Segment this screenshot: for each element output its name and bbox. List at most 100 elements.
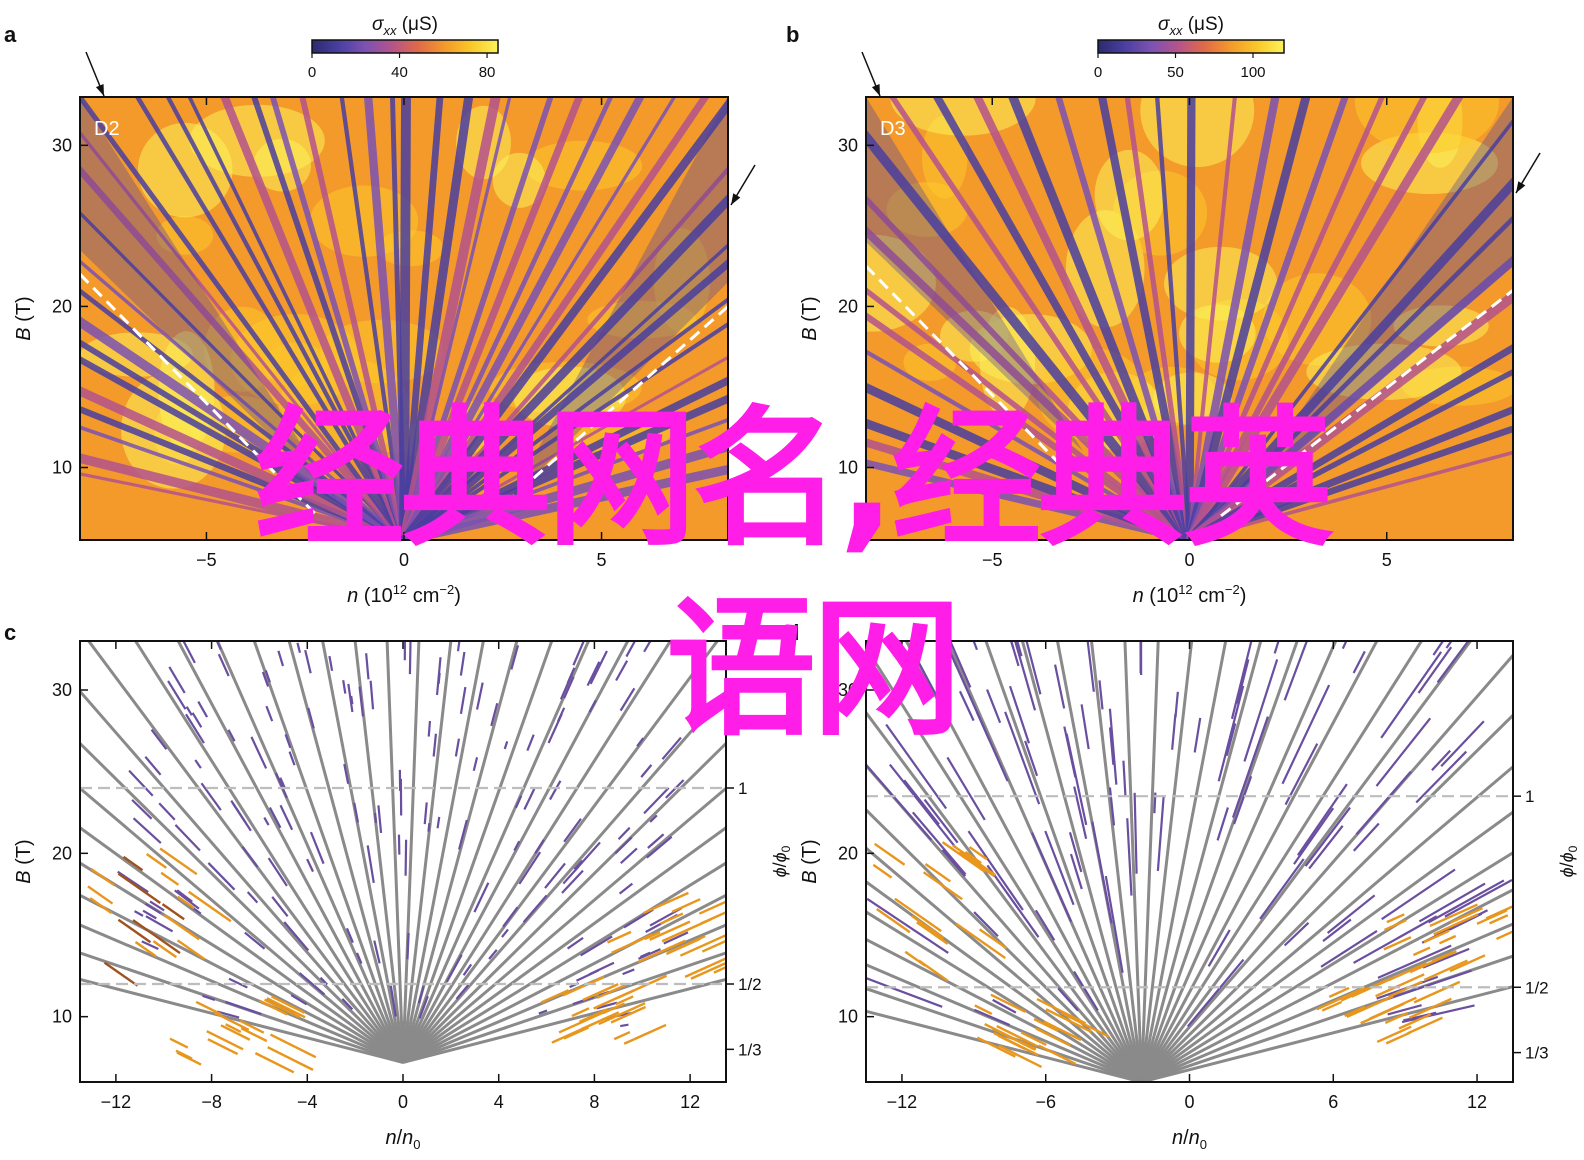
fan-streak (866, 312, 1192, 540)
gray-fan-line (401, 641, 519, 1063)
panel-c: c 1 1/2 1/3 ϕ/ϕ0 −12 −8 −4 0 4 8 12 10 20 30 n/n0 B (T) (4, 620, 793, 1152)
fan-streak (1097, 97, 1194, 540)
orange-segment (679, 933, 726, 957)
purple-segment (972, 641, 979, 651)
purple-segment (636, 737, 645, 747)
purple-segment (1091, 821, 1113, 924)
gray-fan-line (401, 641, 421, 1063)
fan-streak (400, 97, 645, 540)
gray-fan-line (80, 977, 404, 1064)
arrow-head (871, 84, 880, 96)
gray-fan-line (80, 786, 404, 1064)
purple-segment (216, 1010, 240, 1019)
purple-segment (1231, 716, 1269, 818)
purple-segment (225, 1000, 262, 1016)
orange-segment (562, 975, 605, 997)
orange-segment (1384, 1011, 1409, 1025)
orange-segment (1346, 995, 1394, 1019)
fan-streak (80, 130, 406, 540)
purple-segment (647, 833, 665, 849)
gray-fan-line (866, 644, 1143, 1082)
purple-segment (1133, 792, 1138, 874)
orange-segment (1450, 907, 1483, 924)
purple-segment (639, 951, 651, 959)
fan-streak (866, 459, 1191, 540)
x-tick-label: −6 (1035, 1092, 1056, 1112)
purple-segment (328, 655, 334, 671)
purple-segment (475, 682, 484, 710)
purple-segment (1008, 685, 1031, 744)
fan-streak (80, 405, 406, 540)
orange-segment (159, 847, 198, 876)
purple-segment (523, 788, 536, 810)
panel-letter: c (4, 620, 16, 645)
orange-segment (990, 993, 1026, 1013)
purple-segment (522, 894, 548, 923)
y-axis-label: B (T) (799, 296, 821, 340)
purple-segment (577, 841, 601, 867)
gray-fan-line (1123, 641, 1144, 1082)
orange-segment (1429, 903, 1478, 928)
purple-segment (488, 949, 498, 960)
orange-segment (117, 918, 152, 944)
orange-segment (1388, 962, 1428, 982)
purple-segment (279, 804, 294, 831)
purple-segment (417, 986, 425, 1004)
orange-segment (968, 846, 988, 861)
heatmap-blob (653, 228, 711, 333)
orange-segment (993, 1031, 1039, 1057)
purple-segment (309, 831, 325, 865)
orange-segment (941, 841, 986, 873)
gray-fan-line (401, 741, 726, 1064)
fan-streak (1188, 118, 1513, 540)
purple-segment (563, 676, 575, 699)
purple-segment (341, 998, 354, 1011)
y2-tick-label: 1 (1525, 787, 1534, 806)
purple-segment (1415, 750, 1468, 804)
purple-segment (1444, 879, 1513, 918)
gray-fan-line (80, 893, 404, 1064)
x-tick-label: 12 (680, 1092, 700, 1112)
x-axis-label: n/n0 (1172, 1127, 1207, 1152)
fan-streak (866, 194, 1192, 540)
orange-segment (134, 940, 157, 958)
orange-segment (264, 998, 301, 1019)
orange-segment (161, 903, 185, 921)
orange-segment (1423, 929, 1450, 944)
purple-segment (538, 1009, 548, 1015)
purple-segment (974, 1008, 1011, 1027)
orange-segment (1375, 973, 1425, 998)
gray-fan-line (402, 825, 726, 1064)
fan-streak (1185, 97, 1464, 540)
gray-fan-line (401, 641, 485, 1063)
orange-segment (269, 1033, 317, 1059)
orange-segment (916, 921, 949, 945)
purple-segment (967, 830, 1024, 911)
gray-fan-line (402, 977, 726, 1064)
orange-segment (659, 912, 684, 925)
orange-segment (169, 1037, 189, 1049)
purple-segment (1108, 787, 1116, 826)
purple-segment (1379, 969, 1472, 1003)
panel-a: a D2 σxx (μS) 0 40 80 −5 0 5 10 20 30 n (1012 cm−2) B… (4, 14, 756, 607)
purple-segment (347, 683, 354, 713)
gray-fan-line (1140, 764, 1513, 1082)
purple-segment (502, 906, 519, 928)
purple-segment (625, 641, 637, 658)
gray-fan-line (402, 786, 726, 1064)
purple-segment (1217, 685, 1245, 782)
orange-segment (1476, 909, 1508, 925)
gray-fan-line (176, 641, 405, 1064)
fan-streak (932, 97, 1193, 540)
orange-segment (1433, 913, 1479, 936)
purple-segment (131, 799, 153, 820)
orange-segment (1316, 986, 1366, 1011)
purple-segment (588, 699, 597, 713)
y2-tick-label: 1/2 (738, 975, 762, 994)
purple-segment (144, 902, 162, 915)
colorbar-tick-label: 100 (1240, 64, 1265, 81)
orange-segment (958, 850, 995, 878)
fan-streak (866, 286, 1192, 540)
orange-segment (984, 1022, 1018, 1042)
orange-segment (1020, 1031, 1047, 1047)
